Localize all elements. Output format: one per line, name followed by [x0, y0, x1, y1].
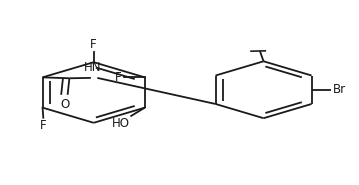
Text: HN: HN	[84, 61, 101, 74]
Text: F: F	[40, 119, 47, 132]
Text: HO: HO	[112, 117, 130, 130]
Text: F: F	[115, 71, 122, 84]
Text: Br: Br	[333, 83, 346, 96]
Text: O: O	[60, 97, 69, 111]
Text: F: F	[90, 38, 97, 51]
